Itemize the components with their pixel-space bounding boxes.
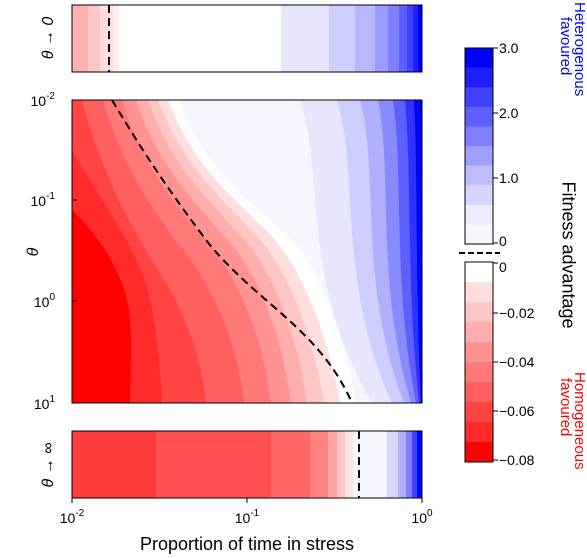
top-band xyxy=(281,5,329,72)
main-region-blue-7 xyxy=(414,100,422,403)
top-band xyxy=(355,5,375,72)
top-band xyxy=(375,5,388,72)
main-region-red-9 xyxy=(72,210,131,403)
colorbar-segment xyxy=(465,67,493,88)
x-axis: 10-2 10-1 100 Proportion of time in stre… xyxy=(60,498,433,554)
x-tick-label: 10-1 xyxy=(235,508,260,526)
colorbar-segment xyxy=(465,342,493,363)
colorbar-segment xyxy=(465,422,493,443)
top-band xyxy=(329,5,355,72)
x-tick-label: 10-2 xyxy=(60,508,85,526)
heterogeneous-annotation: Heterogenous favoured xyxy=(557,2,587,96)
top-band xyxy=(119,5,281,72)
bottom-band xyxy=(387,431,398,498)
top-band xyxy=(113,5,119,72)
y-ticks: 10-2 10-1 100 101 xyxy=(31,91,77,412)
colorbar-positive xyxy=(465,48,493,245)
bottom-band xyxy=(328,431,337,498)
top-panel: θ → 0 xyxy=(40,4,423,73)
colorbar-tick-label: 1.0 xyxy=(499,170,519,186)
top-band xyxy=(88,5,100,72)
colorbar-segment xyxy=(465,146,493,167)
colorbar-segment xyxy=(465,382,493,403)
top-band xyxy=(413,5,418,72)
top-band xyxy=(100,5,113,72)
bottom-band xyxy=(412,431,417,498)
homogeneous-text: Homogeneous xyxy=(571,372,587,470)
colorbar-segment xyxy=(465,224,493,245)
y-tick-label: 10-1 xyxy=(31,191,56,209)
heterogeneous-text: Heterogenous xyxy=(571,2,587,96)
colorbar-tick-label: −0.06 xyxy=(499,403,535,419)
homogeneous-annotation: Homogeneous favoured xyxy=(557,372,587,470)
colorbar-label: Fitness advantage xyxy=(558,181,578,328)
colorbar-segment xyxy=(465,87,493,108)
colorbar-segment xyxy=(465,302,493,323)
colorbar-segment xyxy=(465,106,493,127)
bottom-band xyxy=(337,431,345,498)
y-tick-label: 101 xyxy=(34,394,56,412)
colorbar-segment xyxy=(465,126,493,147)
colorbar-tick-label: 0 xyxy=(499,233,507,249)
bottom-band xyxy=(310,431,328,498)
colorbar-segment xyxy=(465,204,493,225)
colorbar-tick-label: 3.0 xyxy=(499,40,519,56)
colorbar-segment xyxy=(465,262,493,283)
colorbar-segment xyxy=(465,442,493,463)
colorbar-segment xyxy=(465,282,493,303)
colorbar-segment xyxy=(465,48,493,69)
colorbar-segment xyxy=(465,322,493,343)
y-tick-label: 10-2 xyxy=(31,91,56,109)
top-band xyxy=(388,5,399,72)
homogeneous-text: favoured xyxy=(557,378,574,436)
bottom-band xyxy=(406,431,412,498)
bottom-panel: θ → ∞ xyxy=(40,430,423,499)
bottom-band xyxy=(398,431,406,498)
colorbar-segment xyxy=(465,185,493,206)
main-neutral-line xyxy=(111,100,353,403)
bottom-band xyxy=(417,431,422,498)
bottom-band xyxy=(345,431,353,498)
bottom-ylabel: θ → ∞ xyxy=(40,443,57,488)
main-panel: θ 10-2 10-1 100 101 xyxy=(25,91,423,412)
main-ylabel: θ xyxy=(25,247,42,256)
colorbar-negative xyxy=(465,262,493,463)
colorbar-segment xyxy=(465,165,493,186)
colorbar-tick-label: −0.04 xyxy=(499,354,535,370)
colorbar-tick-label: 0 xyxy=(499,259,507,275)
bottom-band xyxy=(156,431,271,498)
top-ylabel: θ → 0 xyxy=(40,17,57,60)
colorbar-tick-label: −0.02 xyxy=(499,305,535,321)
x-tick-label: 100 xyxy=(411,508,433,526)
colorbar-tick-label: −0.08 xyxy=(499,452,535,468)
top-band xyxy=(407,5,413,72)
colorbar: 3.0 2.0 1.0 0 0 −0.02 −0.04 −0.06 −0.08 … xyxy=(459,40,578,468)
top-band xyxy=(399,5,407,72)
x-axis-label: Proportion of time in stress xyxy=(140,534,354,554)
y-tick-label: 100 xyxy=(34,292,56,310)
top-band xyxy=(418,5,422,72)
top-band xyxy=(72,5,88,72)
colorbar-tick-label: 2.0 xyxy=(499,105,519,121)
colorbar-ticks: 3.0 2.0 1.0 0 0 −0.02 −0.04 −0.06 −0.08 xyxy=(493,40,535,468)
bottom-band xyxy=(72,431,156,498)
bottom-band xyxy=(271,431,310,498)
colorbar-segment xyxy=(465,402,493,423)
colorbar-segment xyxy=(465,362,493,383)
heterogeneous-text: favoured xyxy=(557,17,574,75)
